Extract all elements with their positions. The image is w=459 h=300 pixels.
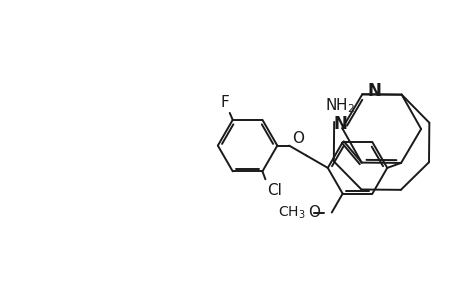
- Text: F: F: [220, 95, 229, 110]
- Text: N: N: [333, 116, 347, 134]
- Text: O: O: [291, 130, 303, 146]
- Text: N: N: [366, 82, 381, 100]
- Text: NH$_2$: NH$_2$: [325, 97, 355, 116]
- Text: O: O: [307, 205, 319, 220]
- Text: Cl: Cl: [267, 183, 282, 198]
- Text: CH$_3$: CH$_3$: [278, 204, 305, 221]
